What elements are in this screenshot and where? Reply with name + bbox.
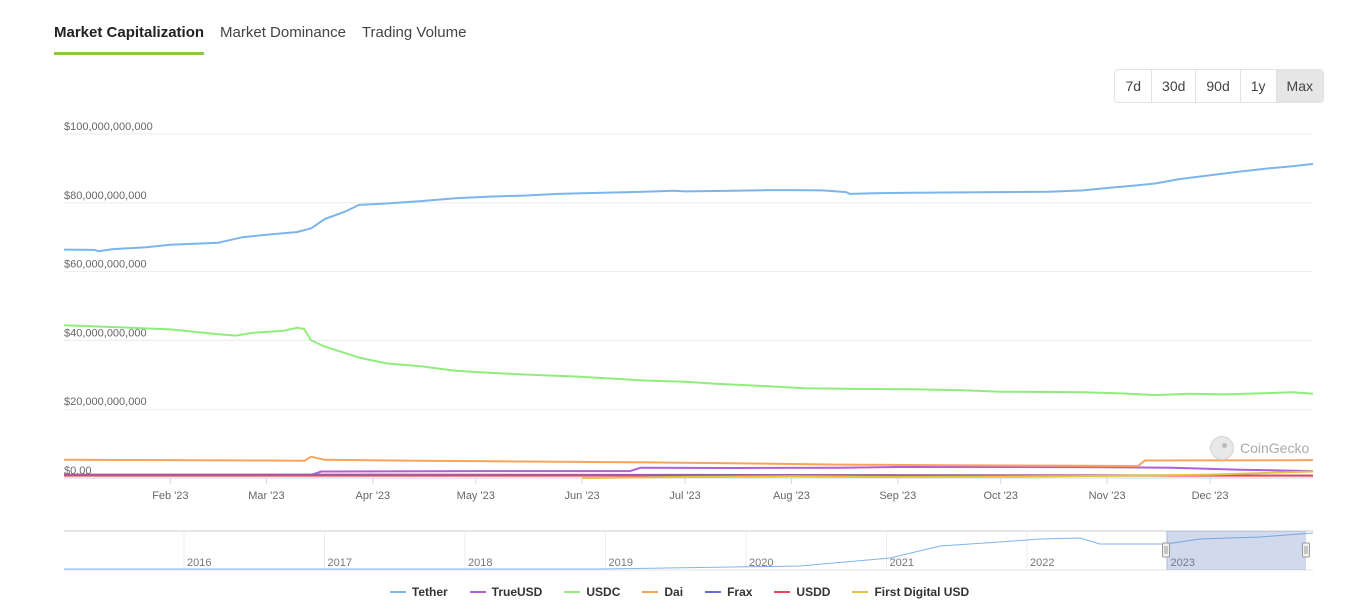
- x-tick-label: Jun '23: [565, 490, 600, 502]
- navigator-year-label: 2018: [468, 557, 492, 569]
- x-tick-label: Feb '23: [152, 490, 188, 502]
- legend-item[interactable]: First Digital USD: [852, 585, 969, 599]
- legend-swatch: [564, 591, 581, 593]
- watermark-text: CoinGecko: [1240, 440, 1310, 456]
- navigator-year-label: 2017: [328, 557, 352, 569]
- y-tick-label: $20,000,000,000: [64, 396, 147, 408]
- navigator-selection-mask[interactable]: [1166, 531, 1306, 570]
- series-line-usdc[interactable]: [63, 324, 1314, 397]
- time-range-selector: 7d 30d 90d 1y Max: [1114, 69, 1324, 103]
- chart-tabs: Market Capitalization Market Dominance T…: [54, 18, 466, 55]
- legend-swatch: [642, 591, 659, 593]
- legend-swatch: [469, 591, 486, 593]
- y-tick-label: $60,000,000,000: [64, 259, 147, 271]
- navigator-year-label: 2019: [609, 557, 633, 569]
- legend-item[interactable]: Dai: [642, 585, 683, 599]
- legend-label: Frax: [727, 585, 753, 599]
- tab-market-capitalization[interactable]: Market Capitalization: [54, 18, 205, 55]
- x-tick-label: May '23: [457, 490, 495, 502]
- navigator-year-label: 2016: [187, 557, 211, 569]
- gecko-logo-icon: [1210, 436, 1234, 460]
- y-tick-label: $80,000,000,000: [64, 190, 147, 202]
- range-7d-button[interactable]: 7d: [1115, 70, 1153, 102]
- y-tick-label: $100,000,000,000: [64, 121, 153, 133]
- legend-item[interactable]: USDD: [774, 585, 830, 599]
- legend-item[interactable]: TrueUSD: [469, 585, 543, 599]
- chart-legend: Tether TrueUSD USDC Dai Frax USDD First Digita…: [0, 585, 1359, 599]
- tab-market-dominance[interactable]: Market Dominance: [220, 24, 346, 41]
- range-30d-button[interactable]: 30d: [1152, 70, 1197, 102]
- x-tick-label: Apr '23: [356, 490, 391, 502]
- legend-item[interactable]: Tether: [389, 585, 448, 599]
- x-tick-label: Aug '23: [773, 490, 810, 502]
- legend-label: Tether: [411, 585, 448, 599]
- tab-trading-volume[interactable]: Trading Volume: [361, 24, 467, 41]
- navigator-year-label: 2023: [1171, 557, 1195, 569]
- series-line-trueusd[interactable]: [63, 466, 1314, 477]
- x-tick-label: Nov '23: [1089, 490, 1126, 502]
- navigator-handle[interactable]: [1302, 542, 1310, 558]
- x-tick-label: Dec '23: [1192, 490, 1229, 502]
- legend-label: USDC: [586, 585, 621, 599]
- legend-swatch: [852, 591, 869, 593]
- y-tick-label: $40,000,000,000: [64, 327, 147, 339]
- x-tick-label: Sep '23: [879, 490, 916, 502]
- legend-swatch: [705, 591, 722, 593]
- x-tick-label: Oct '23: [983, 490, 1018, 502]
- navigator-year-label: 2021: [890, 557, 914, 569]
- legend-swatch: [774, 591, 791, 593]
- legend-label: Dai: [664, 585, 684, 599]
- range-1y-button[interactable]: 1y: [1240, 70, 1277, 102]
- x-tick-label: Jul '23: [669, 490, 700, 502]
- coingecko-watermark: CoinGecko: [1210, 436, 1309, 460]
- legend-item[interactable]: Frax: [705, 585, 752, 599]
- legend-item[interactable]: USDC: [564, 585, 620, 599]
- legend-label: First Digital USD: [874, 585, 970, 599]
- market-cap-chart: $0.00$20,000,000,000$40,000,000,000$60,0…: [63, 121, 1314, 571]
- legend-label: USDD: [796, 585, 831, 599]
- navigator-handle[interactable]: [1162, 542, 1170, 558]
- navigator-year-label: 2022: [1030, 557, 1054, 569]
- range-max-button[interactable]: Max: [1276, 70, 1323, 102]
- x-tick-label: Mar '23: [248, 490, 284, 502]
- range-90d-button[interactable]: 90d: [1196, 70, 1241, 102]
- series-line-tether[interactable]: [63, 162, 1314, 253]
- series-line-dai[interactable]: [63, 455, 1314, 467]
- navigator-overview-line: [64, 532, 1314, 570]
- legend-swatch: [389, 591, 406, 593]
- legend-label: TrueUSD: [491, 585, 543, 599]
- series-line-first-digital-usd[interactable]: [582, 470, 1314, 479]
